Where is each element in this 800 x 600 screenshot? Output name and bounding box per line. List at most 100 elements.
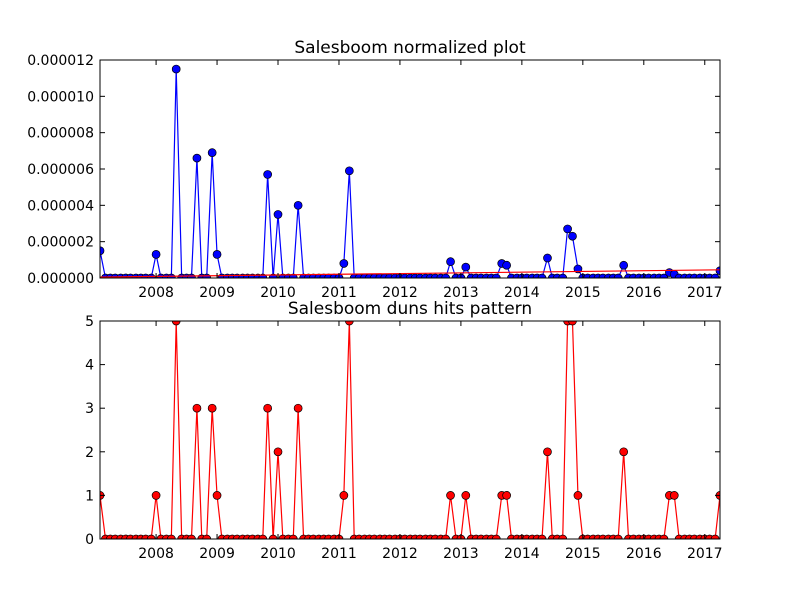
y-tick-label: 0	[85, 532, 94, 548]
data-point	[207, 403, 217, 413]
data-point	[619, 260, 629, 270]
y-tick-label: 0.000010	[27, 89, 94, 105]
y-tick-label: 4	[85, 358, 94, 374]
x-tick-label: 2008	[138, 546, 174, 562]
data-point	[187, 534, 196, 539]
y-tick-label: 0.000000	[27, 271, 94, 287]
data-point	[715, 266, 720, 276]
data-point	[502, 491, 511, 500]
data-point	[543, 447, 552, 457]
x-tick-label: 2015	[565, 285, 601, 301]
chart-title: Salesboom duns hits pattern	[288, 299, 532, 319]
duns-hits-plot: Salesboom duns hits pattern 2008 2009 2010…	[85, 299, 723, 562]
y-tick-label: 0.000012	[27, 53, 94, 69]
data-point	[558, 534, 568, 539]
data-point	[537, 273, 547, 278]
data-point	[441, 534, 451, 539]
series-layer	[100, 64, 720, 278]
data-point	[568, 321, 577, 326]
data-point	[613, 273, 623, 278]
data-point	[710, 534, 720, 539]
series-1	[100, 321, 720, 539]
x-tick-label: 2008	[138, 285, 174, 301]
data-point	[446, 491, 455, 500]
data-point	[491, 534, 501, 539]
x-tick-label: 2010	[260, 546, 296, 562]
data-point	[273, 447, 283, 457]
x-tick-label: 2013	[443, 546, 479, 562]
series-2	[100, 269, 720, 278]
data-point	[146, 534, 156, 539]
data-point	[537, 534, 547, 539]
y-tick-label: 0.000004	[27, 198, 94, 214]
data-point	[263, 403, 272, 413]
data-point	[573, 491, 583, 500]
data-point	[339, 491, 349, 500]
data-point	[344, 166, 354, 176]
data-point	[268, 534, 278, 539]
data-point	[344, 321, 354, 326]
data-point	[568, 231, 577, 241]
data-point	[563, 224, 572, 234]
data-point	[212, 250, 222, 259]
series-line	[100, 269, 720, 278]
normalized-plot: Salesboom normalized plot 2008 2009 2010 20…	[27, 38, 722, 301]
x-tick-label: 2009	[199, 546, 235, 562]
x-tick-label: 2010	[260, 285, 296, 301]
data-point	[166, 534, 176, 539]
data-point	[273, 210, 283, 219]
x-tick-label: 2012	[382, 285, 418, 301]
data-point	[502, 260, 511, 270]
data-point	[461, 491, 471, 500]
y-tick-label: 2	[85, 445, 94, 461]
data-point	[491, 273, 501, 278]
data-point	[293, 403, 303, 413]
data-point	[212, 491, 222, 500]
data-point	[192, 403, 202, 413]
x-tick-label: 2013	[443, 285, 479, 301]
axes-frame	[99, 320, 721, 540]
x-tick-label: 2016	[626, 546, 662, 562]
ticks-layer: 2008 2009 2010 2011 2012 2013 2014 2015 2016 2017…	[27, 53, 722, 301]
x-tick-label: 2016	[626, 285, 662, 301]
data-point	[151, 491, 161, 500]
y-tick-label: 3	[85, 401, 94, 417]
x-tick-label: 2015	[565, 546, 601, 562]
data-point	[558, 273, 568, 278]
data-point	[171, 64, 181, 74]
x-tick-label: 2014	[504, 285, 540, 301]
x-tick-label: 2017	[687, 285, 723, 301]
data-point	[710, 273, 720, 278]
y-tick-label: 0.000008	[27, 126, 94, 142]
data-point	[293, 200, 303, 210]
data-point	[441, 273, 451, 278]
x-tick-label: 2014	[504, 546, 540, 562]
series-layer	[100, 321, 720, 539]
data-point	[288, 534, 298, 539]
data-point	[202, 534, 212, 539]
x-tick-label: 2011	[321, 285, 357, 301]
data-point	[446, 257, 455, 266]
x-tick-label: 2017	[687, 546, 723, 562]
chart-title: Salesboom normalized plot	[294, 38, 526, 58]
data-point	[192, 153, 202, 163]
data-point	[461, 262, 471, 272]
data-point	[619, 447, 629, 457]
data-point	[171, 321, 181, 326]
x-tick-label: 2009	[199, 285, 235, 301]
y-tick-label: 0.000006	[27, 162, 94, 178]
data-point	[669, 491, 679, 500]
data-point	[258, 534, 268, 539]
data-point	[263, 170, 272, 179]
data-point	[100, 246, 105, 256]
axes-frame	[99, 59, 721, 279]
data-point	[613, 534, 623, 539]
data-point	[339, 259, 349, 268]
x-tick-label: 2011	[321, 546, 357, 562]
ticks-layer: 2008 2009 2010 2011 2012 2013 2014 2015 2016 2017…	[85, 314, 723, 562]
data-point	[151, 250, 161, 259]
data-point	[543, 253, 552, 263]
data-point	[659, 534, 669, 539]
